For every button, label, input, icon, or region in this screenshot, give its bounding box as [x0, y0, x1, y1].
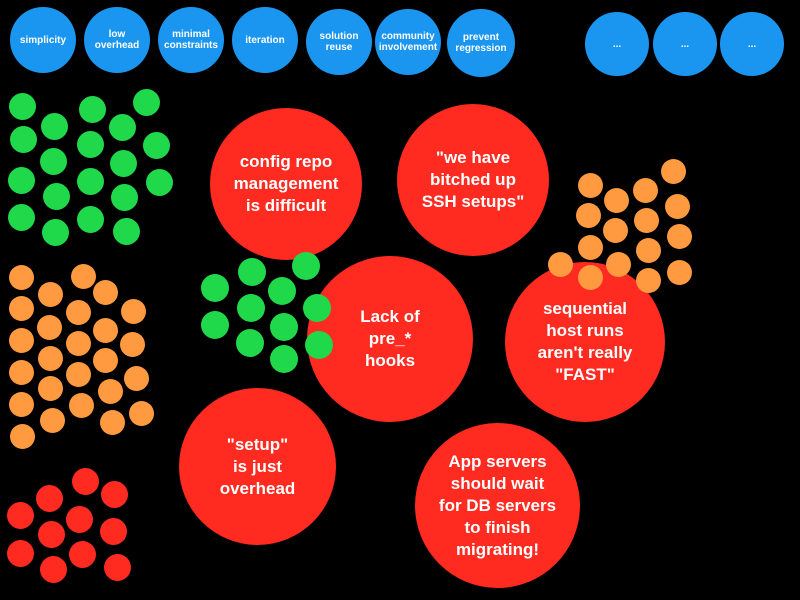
- orange-dot: [9, 265, 34, 290]
- orange-dot: [578, 265, 603, 290]
- problem-circle-config-repo: config repo management is difficult: [210, 108, 362, 260]
- red-dot: [40, 556, 67, 583]
- value-circle-placeholder-3: ...: [720, 12, 784, 76]
- orange-dot: [633, 178, 658, 203]
- green-dot: [10, 126, 37, 153]
- value-circle-iteration: iteration: [232, 7, 298, 73]
- green-dot: [40, 148, 67, 175]
- red-dot: [7, 540, 34, 567]
- orange-dot: [40, 408, 65, 433]
- green-dot: [41, 113, 68, 140]
- green-dot: [201, 274, 229, 302]
- orange-dot: [69, 393, 94, 418]
- orange-dot: [37, 315, 62, 340]
- red-dot: [100, 518, 127, 545]
- orange-dot: [603, 218, 628, 243]
- red-dot: [101, 481, 128, 508]
- orange-dot: [9, 296, 34, 321]
- green-dot: [270, 313, 298, 341]
- value-circle-prevent-regression: prevent regression: [447, 9, 515, 77]
- green-dot: [268, 277, 296, 305]
- orange-dot: [93, 348, 118, 373]
- orange-dot: [38, 282, 63, 307]
- green-dot: [109, 114, 136, 141]
- orange-dot: [121, 299, 146, 324]
- value-circle-simplicity: simplicity: [10, 7, 76, 73]
- red-dot: [72, 468, 99, 495]
- orange-dot: [634, 208, 659, 233]
- red-dot: [69, 541, 96, 568]
- green-dot: [42, 219, 69, 246]
- green-dot: [143, 132, 170, 159]
- orange-dot: [100, 410, 125, 435]
- orange-dot: [66, 300, 91, 325]
- green-dot: [236, 329, 264, 357]
- green-dot: [43, 183, 70, 210]
- orange-dot: [93, 280, 118, 305]
- green-dot: [79, 96, 106, 123]
- orange-dot: [66, 362, 91, 387]
- orange-dot: [9, 392, 34, 417]
- orange-dot: [576, 203, 601, 228]
- orange-dot: [9, 328, 34, 353]
- problem-circle-ssh-setups: "we have bitched up SSH setups": [397, 104, 549, 256]
- orange-dot: [38, 346, 63, 371]
- green-dot: [8, 204, 35, 231]
- orange-dot: [636, 268, 661, 293]
- problem-circle-app-servers-wait: App servers should wait for DB servers t…: [415, 423, 580, 588]
- orange-dot: [606, 252, 631, 277]
- problem-circle-pre-hooks: Lack of pre_* hooks: [307, 256, 473, 422]
- orange-dot: [667, 260, 692, 285]
- orange-dot: [604, 188, 629, 213]
- green-dot: [146, 169, 173, 196]
- problem-circle-setup-overhead: "setup" is just overhead: [179, 388, 336, 545]
- orange-dot: [38, 376, 63, 401]
- value-circle-placeholder-2: ...: [653, 12, 717, 76]
- value-circle-minimal-constraints: minimal constraints: [158, 7, 224, 73]
- red-dot: [7, 502, 34, 529]
- green-dot: [303, 294, 331, 322]
- green-dot: [237, 294, 265, 322]
- green-dot: [77, 206, 104, 233]
- green-dot: [9, 93, 36, 120]
- orange-dot: [9, 360, 34, 385]
- green-dot: [77, 131, 104, 158]
- orange-dot: [636, 238, 661, 263]
- orange-dot: [66, 331, 91, 356]
- orange-dot: [661, 159, 686, 184]
- value-circle-solution-reuse: solution reuse: [306, 9, 372, 75]
- green-dot: [113, 218, 140, 245]
- orange-dot: [71, 264, 96, 289]
- orange-dot: [548, 252, 573, 277]
- orange-dot: [129, 401, 154, 426]
- red-dot: [66, 506, 93, 533]
- value-circle-community-involvement: community involvement: [375, 9, 441, 75]
- orange-dot: [10, 424, 35, 449]
- orange-dot: [93, 318, 118, 343]
- orange-dot: [98, 379, 123, 404]
- orange-dot: [578, 173, 603, 198]
- orange-dot: [667, 224, 692, 249]
- orange-dot: [124, 366, 149, 391]
- value-circle-low-overhead: low overhead: [84, 7, 150, 73]
- value-circle-placeholder-1: ...: [585, 12, 649, 76]
- green-dot: [110, 150, 137, 177]
- green-dot: [8, 167, 35, 194]
- green-dot: [292, 252, 320, 280]
- green-dot: [270, 345, 298, 373]
- red-dot: [36, 485, 63, 512]
- red-dot: [38, 521, 65, 548]
- orange-dot: [665, 194, 690, 219]
- red-dot: [104, 554, 131, 581]
- green-dot: [133, 89, 160, 116]
- orange-dot: [578, 235, 603, 260]
- green-dot: [77, 168, 104, 195]
- green-dot: [111, 184, 138, 211]
- green-dot: [201, 311, 229, 339]
- green-dot: [238, 258, 266, 286]
- green-dot: [305, 331, 333, 359]
- orange-dot: [120, 332, 145, 357]
